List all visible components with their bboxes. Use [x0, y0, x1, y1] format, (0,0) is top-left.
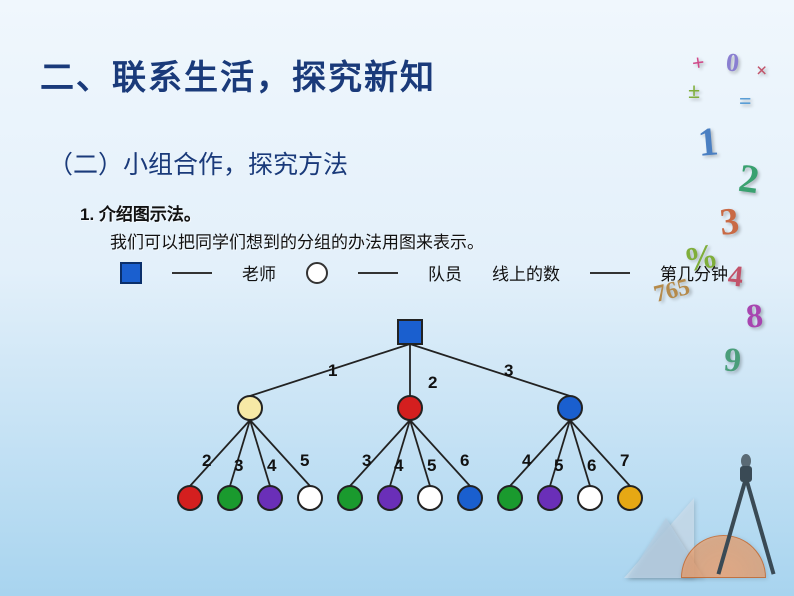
deco-char: ×	[756, 60, 767, 83]
svg-text:1: 1	[328, 361, 337, 380]
deco-char: =	[739, 88, 752, 114]
tree-diagram: 123234534564567	[140, 318, 680, 538]
section-heading: 1. 介绍图示法。	[80, 200, 201, 225]
deco-char: %	[681, 237, 721, 280]
svg-text:4: 4	[522, 451, 532, 470]
subtitle: （二）小组合作，探究方法	[48, 145, 348, 181]
legend-linenum: 线上的数	[492, 260, 560, 285]
svg-text:5: 5	[554, 456, 563, 475]
svg-text:3: 3	[234, 456, 243, 475]
svg-text:4: 4	[394, 456, 404, 475]
deco-char: 2	[736, 154, 762, 203]
deco-char: 4	[726, 259, 744, 294]
svg-text:3: 3	[362, 451, 371, 470]
legend-square-icon	[120, 262, 142, 284]
deco-char: +	[690, 49, 706, 76]
deco-char: 0	[724, 47, 740, 78]
deco-char: 8	[745, 297, 765, 336]
svg-text:6: 6	[587, 456, 596, 475]
deco-char: 9	[723, 341, 743, 380]
svg-text:2: 2	[202, 451, 211, 470]
svg-text:6: 6	[460, 451, 469, 470]
legend-circle-icon	[306, 262, 328, 284]
legend-dash	[358, 272, 398, 274]
svg-text:4: 4	[267, 456, 277, 475]
svg-text:5: 5	[427, 456, 436, 475]
page-title: 二、联系生活，探究新知	[40, 50, 436, 99]
svg-text:5: 5	[300, 451, 309, 470]
deco-char: 1	[696, 117, 720, 166]
svg-text:3: 3	[504, 361, 513, 380]
legend-member: 队员	[428, 260, 462, 285]
math-tools-decorative	[604, 436, 784, 586]
legend-dash	[590, 272, 630, 274]
legend-teacher: 老师	[242, 260, 276, 285]
deco-char: 3	[718, 199, 741, 245]
compass-icon	[714, 448, 784, 578]
svg-text:2: 2	[428, 373, 437, 392]
legend-dash	[172, 272, 212, 274]
deco-char: ±	[688, 78, 700, 104]
section-body: 我们可以把同学们想到的分组的办法用图来表示。	[110, 228, 484, 253]
